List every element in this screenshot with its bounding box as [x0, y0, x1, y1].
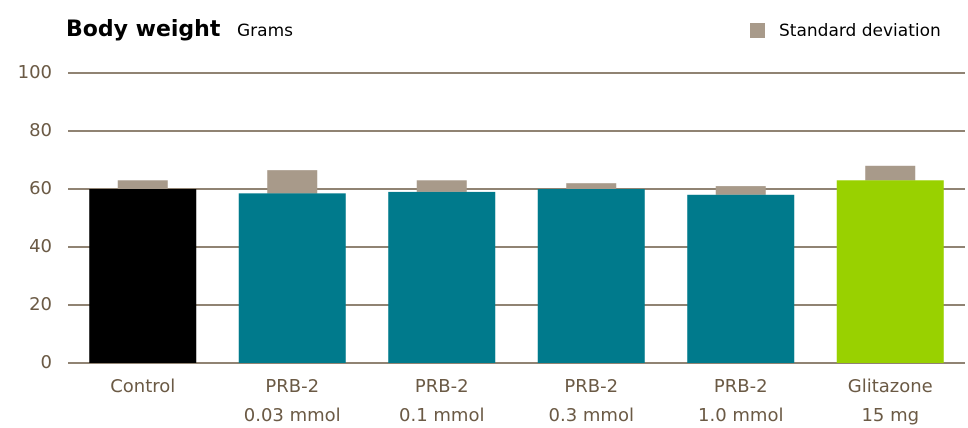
bar [687, 194, 795, 363]
error-bar [117, 180, 168, 189]
bar [537, 189, 645, 363]
x-tick-label: 15 mg [861, 405, 919, 426]
bar [238, 193, 346, 363]
error-bar [416, 180, 467, 192]
y-tick-label: 40 [29, 236, 52, 257]
x-tick-label: 0.03 mmol [244, 405, 341, 426]
bar [388, 191, 496, 363]
error-bar [865, 165, 916, 181]
x-tick-label: PRB-2 [564, 376, 618, 397]
y-tick-label: 100 [18, 62, 52, 83]
x-tick-label: 0.1 mmol [399, 405, 484, 426]
y-tick-label: 80 [29, 120, 52, 141]
x-tick-label: PRB-2 [415, 376, 469, 397]
bar [89, 189, 197, 363]
x-tick-label: Control [110, 376, 175, 397]
x-tick-label: Glitazone [848, 376, 933, 397]
error-bar [566, 183, 617, 189]
x-tick-label: 1.0 mmol [698, 405, 783, 426]
chart-subtitle: Grams [237, 21, 293, 41]
y-tick-label: 20 [29, 294, 52, 315]
y-tick-label: 0 [41, 352, 52, 373]
error-bar [715, 186, 766, 195]
legend-label: Standard deviation [779, 21, 941, 41]
error-bar [267, 170, 318, 194]
x-tick-label: PRB-2 [714, 376, 768, 397]
x-tick-label: 0.3 mmol [549, 405, 634, 426]
chart-title: Body weight [66, 17, 221, 42]
x-tick-label: PRB-2 [265, 376, 319, 397]
legend-swatch [750, 23, 765, 38]
bar [836, 180, 944, 363]
y-tick-label: 60 [29, 178, 52, 199]
